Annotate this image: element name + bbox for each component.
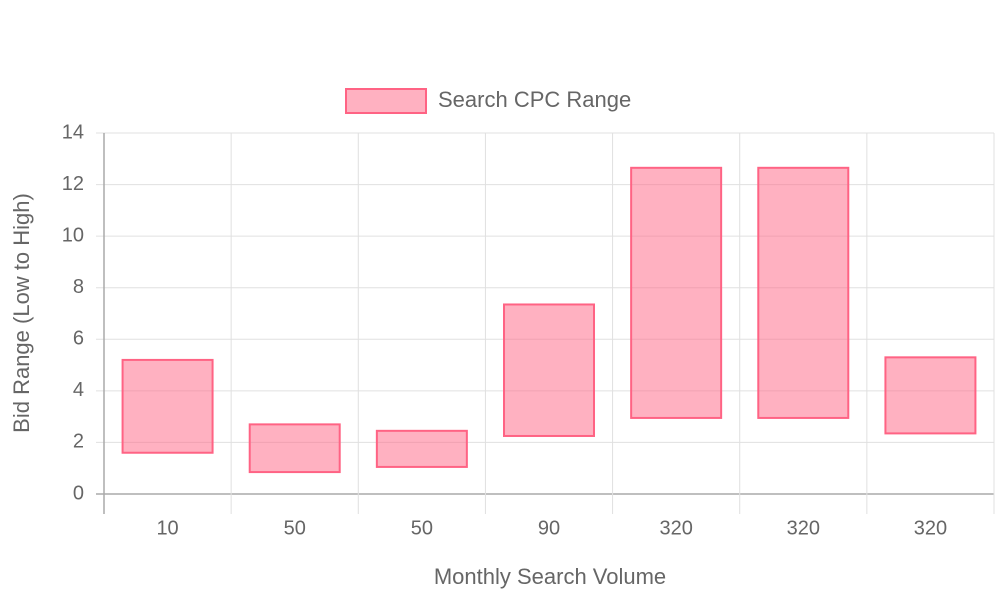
x-tick-label: 320 [787,517,820,539]
bar [630,166,723,419]
y-tick-label: 10 [62,224,84,246]
bar [884,356,977,435]
x-tick-label: 10 [156,517,178,539]
bar [121,358,214,454]
legend-label: Search CPC Range [438,87,631,112]
bar [757,166,850,419]
y-axis-title: Bid Range (Low to High) [9,193,34,433]
bar [375,429,468,468]
y-tick-label: 12 [62,173,84,195]
y-tick-label: 8 [73,276,84,298]
y-tick-label: 4 [73,379,84,401]
bar [248,423,341,474]
y-tick-label: 6 [73,328,84,350]
y-tick-label: 0 [73,482,84,504]
x-tick-label: 320 [914,517,947,539]
x-tick-label: 320 [659,517,692,539]
y-tick-label: 2 [73,431,84,453]
y-tick-label: 14 [62,121,84,143]
x-tick-label: 50 [284,517,306,539]
x-tick-label: 90 [538,517,560,539]
x-axis-title: Monthly Search Volume [434,564,666,589]
x-tick-label: 50 [411,517,433,539]
legend-swatch [345,88,427,114]
bar [503,303,595,437]
